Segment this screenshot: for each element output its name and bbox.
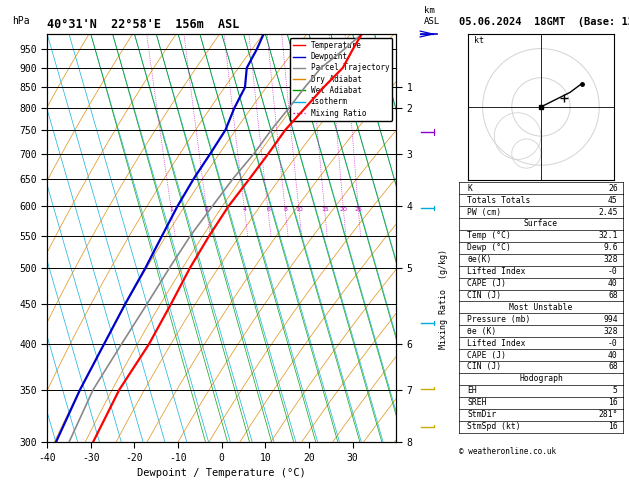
Text: CAPE (J): CAPE (J) xyxy=(467,350,506,360)
Text: Most Unstable: Most Unstable xyxy=(509,303,572,312)
Text: Mixing Ratio  (g/kg): Mixing Ratio (g/kg) xyxy=(439,249,448,349)
Text: 26: 26 xyxy=(608,184,618,193)
Text: 1: 1 xyxy=(170,207,174,212)
Text: -0: -0 xyxy=(608,339,618,347)
Text: PW (cm): PW (cm) xyxy=(467,208,501,217)
Text: © weatheronline.co.uk: © weatheronline.co.uk xyxy=(459,447,556,456)
Text: Pressure (mb): Pressure (mb) xyxy=(467,315,531,324)
Text: 328: 328 xyxy=(603,255,618,264)
Text: 16: 16 xyxy=(608,398,618,407)
Text: km
ASL: km ASL xyxy=(424,6,440,26)
Text: 6: 6 xyxy=(266,207,270,212)
Text: 05.06.2024  18GMT  (Base: 12): 05.06.2024 18GMT (Base: 12) xyxy=(459,17,629,27)
Text: 2: 2 xyxy=(205,207,209,212)
Text: Hodograph: Hodograph xyxy=(519,374,563,383)
Text: θe (K): θe (K) xyxy=(467,327,497,336)
Text: EH: EH xyxy=(467,386,477,395)
Text: 40: 40 xyxy=(608,279,618,288)
Text: CIN (J): CIN (J) xyxy=(467,363,501,371)
Text: CIN (J): CIN (J) xyxy=(467,291,501,300)
Text: Lifted Index: Lifted Index xyxy=(467,267,526,276)
Text: kt: kt xyxy=(474,36,484,45)
Text: Lifted Index: Lifted Index xyxy=(467,339,526,347)
Text: θe(K): θe(K) xyxy=(467,255,492,264)
Text: 2.45: 2.45 xyxy=(598,208,618,217)
X-axis label: Dewpoint / Temperature (°C): Dewpoint / Temperature (°C) xyxy=(137,468,306,478)
Text: 994: 994 xyxy=(603,315,618,324)
Text: Surface: Surface xyxy=(524,220,558,228)
Text: 328: 328 xyxy=(603,327,618,336)
Text: 20: 20 xyxy=(340,207,348,212)
Text: 16: 16 xyxy=(608,422,618,431)
Text: Totals Totals: Totals Totals xyxy=(467,196,531,205)
Text: StmDir: StmDir xyxy=(467,410,497,419)
Text: SREH: SREH xyxy=(467,398,487,407)
Text: 40°31'N  22°58'E  156m  ASL: 40°31'N 22°58'E 156m ASL xyxy=(47,18,240,32)
Text: 10: 10 xyxy=(295,207,303,212)
Legend: Temperature, Dewpoint, Parcel Trajectory, Dry Adiabat, Wet Adiabat, Isotherm, Mi: Temperature, Dewpoint, Parcel Trajectory… xyxy=(290,38,392,121)
Text: Temp (°C): Temp (°C) xyxy=(467,231,511,241)
Text: hPa: hPa xyxy=(13,16,30,26)
Text: 15: 15 xyxy=(321,207,329,212)
Text: 45: 45 xyxy=(608,196,618,205)
Text: 5: 5 xyxy=(613,386,618,395)
Text: 40: 40 xyxy=(608,350,618,360)
Text: 32.1: 32.1 xyxy=(598,231,618,241)
Text: StmSpd (kt): StmSpd (kt) xyxy=(467,422,521,431)
Text: CAPE (J): CAPE (J) xyxy=(467,279,506,288)
Text: 281°: 281° xyxy=(598,410,618,419)
Text: 4: 4 xyxy=(243,207,247,212)
Text: 25: 25 xyxy=(355,207,362,212)
Text: 68: 68 xyxy=(608,291,618,300)
Text: K: K xyxy=(467,184,472,193)
Text: Dewp (°C): Dewp (°C) xyxy=(467,243,511,252)
Text: -0: -0 xyxy=(608,267,618,276)
Text: 68: 68 xyxy=(608,363,618,371)
Text: 9.6: 9.6 xyxy=(603,243,618,252)
Text: 8: 8 xyxy=(284,207,287,212)
